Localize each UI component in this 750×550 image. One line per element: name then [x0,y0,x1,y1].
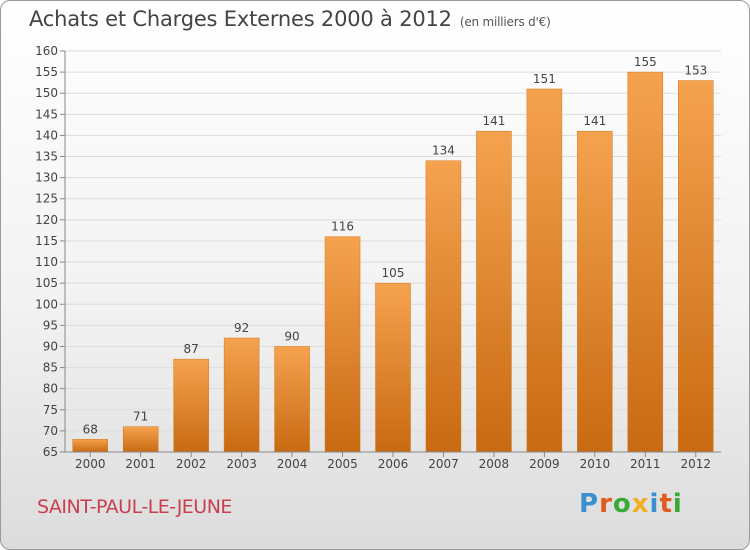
y-tick-label: 90 [43,339,58,353]
y-tick-label: 155 [35,65,58,79]
bar-value-label: 90 [284,329,299,343]
x-tick-label: 2002 [176,457,207,471]
x-tick-label: 2003 [226,457,257,471]
logo-letter: i [649,489,660,519]
bar-2001 [122,426,159,453]
bar-2005 [324,236,361,453]
proxiti-logo: Proxiti [579,489,683,519]
logo-letter: t [659,489,673,519]
logo-letter: i [672,489,683,519]
bar-2000 [72,439,108,453]
y-tick-label: 135 [35,150,58,164]
x-tick-label: 2009 [529,457,560,471]
bar-2006 [375,282,411,453]
bar-2008 [476,130,512,453]
y-tick-label: 105 [35,276,58,290]
y-tick-label: 110 [35,255,58,269]
bar-2010 [577,130,613,453]
y-tick-label: 120 [35,213,58,227]
x-tick-label: 2004 [277,457,308,471]
logo-letter: o [612,489,632,519]
x-tick-label: 2008 [479,457,510,471]
x-tick-label: 2001 [125,457,156,471]
bar-value-label: 155 [634,55,657,69]
bar-value-label: 134 [432,144,455,158]
bar-value-label: 68 [83,422,98,436]
y-tick-label: 145 [35,107,58,121]
bar-value-label: 151 [533,72,556,86]
bar-2007 [425,160,462,453]
x-tick-label: 2010 [580,457,611,471]
x-tick-label: 2012 [680,457,711,471]
x-tick-label: 2011 [630,457,661,471]
bar-2011 [627,71,664,453]
bar-value-label: 141 [583,114,606,128]
logo-letter: x [631,489,650,519]
y-tick-label: 140 [35,128,58,142]
y-tick-label: 75 [43,403,58,417]
x-tick-label: 2007 [428,457,459,471]
y-tick-label: 150 [35,86,58,100]
logo-letter: P [579,489,600,519]
chart-subtitle: (en milliers d'€) [459,15,551,29]
bar-value-label: 105 [382,266,405,280]
y-tick-label: 70 [43,424,58,438]
y-tick-label: 100 [35,297,58,311]
bar-2004 [274,346,310,453]
axes: 65 70 75 80 85 90 95 100 105 110 115 120 125 130 135 14… [35,44,721,471]
y-tick-label: 95 [43,318,58,332]
y-tick-label: 115 [35,234,58,248]
bar-value-label: 153 [684,64,707,78]
y-tick-label: 160 [35,44,58,58]
x-tick-label: 2006 [378,457,409,471]
bar-2003 [223,337,260,453]
y-tick-label: 65 [43,445,58,459]
x-tick-label: 2005 [327,457,358,471]
bars: 68 71 87 92 90 116 105 134 141 151 141 155 153 [72,55,714,453]
bar-value-label: 116 [331,220,354,234]
y-tick-label: 125 [35,192,58,206]
bar-value-label: 141 [482,114,505,128]
logo-letter: r [599,489,613,519]
bar-value-label: 92 [234,321,249,335]
y-tick-label: 130 [35,171,58,185]
bar-2012 [678,80,714,453]
x-tick-label: 2000 [75,457,106,471]
y-tick-label: 85 [43,361,58,375]
bar-2009 [526,88,563,453]
chart-title: Achats et Charges Externes 2000 à 2012 (e… [29,7,551,31]
title-text: Achats et Charges Externes 2000 à 2012 [29,7,452,31]
commune-name: SAINT-PAUL-LE-JEUNE [37,496,232,518]
bar-value-label: 71 [133,410,148,424]
bar-2002 [173,358,209,453]
bar-value-label: 87 [184,342,199,356]
y-tick-label: 80 [43,382,58,396]
